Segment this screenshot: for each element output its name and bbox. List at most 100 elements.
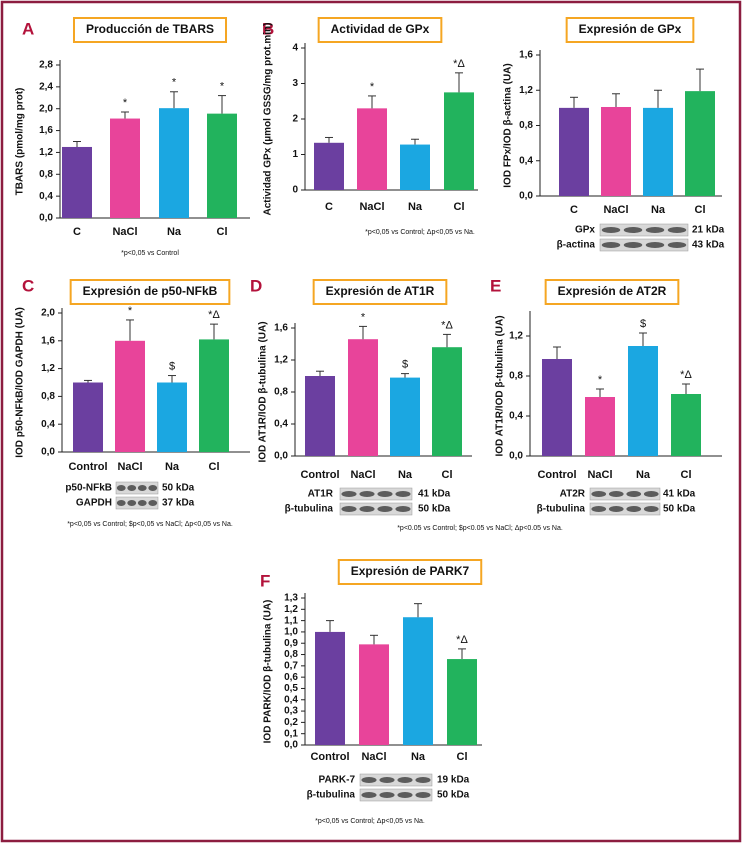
blot-kda: 41 kDa (663, 489, 696, 500)
y-tick-label: 0 (292, 185, 298, 196)
title-box (337, 559, 483, 585)
blot-band (415, 792, 431, 798)
x-tick-label: Control (68, 461, 107, 473)
blot-band (623, 242, 643, 248)
blot-strip (599, 238, 689, 252)
panel-letter: C (22, 276, 34, 295)
x-tick-label: C (73, 226, 81, 238)
blot-band (379, 792, 395, 798)
annotation: *Δ (441, 319, 453, 331)
bar (62, 146, 92, 218)
blot-kda: 21 kDa (692, 225, 725, 236)
footnote: *p<0,05 vs Control; $p<0,05 vs NaCl; Δp<… (67, 521, 233, 528)
bar (315, 631, 345, 745)
bar (432, 347, 462, 456)
y-tick-label: 0,4 (284, 694, 298, 705)
annotation: *Δ (208, 309, 220, 321)
chart-title: Expresión de AT2R (558, 284, 667, 298)
y-tick-label: 0,8 (519, 120, 533, 131)
x-tick-label: Control (537, 469, 576, 481)
x-tick-label: NaCl (361, 751, 386, 763)
annotation: * (361, 311, 366, 323)
title-box (69, 279, 231, 305)
bar (685, 91, 715, 196)
panel-letter: A (22, 19, 34, 38)
y-tick-label: 1,6 (41, 335, 55, 346)
blot-strip (589, 502, 661, 516)
blot-band (397, 777, 413, 783)
y-tick-label: 0,0 (519, 191, 533, 202)
y-tick-label: 0,0 (509, 451, 523, 462)
x-tick-label: Cl (454, 201, 465, 213)
title-box (312, 279, 448, 305)
blot-band (148, 500, 158, 506)
blot-label: AT1R (308, 489, 334, 500)
y-tick-label: 0,4 (274, 419, 288, 430)
y-axis-label: TBARS (pmol/mg prot) (15, 88, 26, 196)
footnote: *p<0,05 vs Control; Δp<0,05 vs Na. (315, 818, 425, 825)
blot-band (137, 500, 147, 506)
y-tick-label: 0,7 (284, 660, 298, 671)
y-tick-label: 0,2 (284, 717, 298, 728)
blot-kda: 43 kDa (692, 240, 725, 251)
panel-letter: E (490, 276, 501, 295)
blot-band (645, 242, 665, 248)
blot-band (608, 491, 624, 497)
bar (628, 346, 658, 456)
panel-letter: D (250, 276, 262, 295)
bar (671, 394, 701, 456)
y-tick-label: 1,2 (41, 363, 55, 374)
annotation: * (370, 81, 375, 93)
blot-band (415, 777, 431, 783)
x-tick-label: Na (411, 751, 426, 763)
annotation: * (220, 81, 225, 93)
y-tick-label: 0,8 (274, 387, 288, 398)
y-tick-label: 1,2 (509, 331, 523, 342)
y-axis-label: IOD p50-NFkB/IOD GAPDH (UA) (15, 307, 26, 458)
chart-title: Expresión de PARK7 (351, 564, 470, 578)
y-tick-label: 1,0 (284, 627, 298, 638)
blot-strip (589, 487, 661, 501)
blot-band (667, 227, 687, 233)
bar (601, 106, 631, 196)
bar (199, 339, 229, 452)
bar (390, 377, 420, 456)
blot-band (116, 485, 126, 491)
bar (157, 382, 187, 452)
x-tick-label: NaCl (112, 226, 137, 238)
y-tick-label: 0,4 (39, 191, 53, 202)
blot-band (667, 242, 687, 248)
title-box (317, 17, 443, 43)
y-tick-label: 0,0 (39, 213, 53, 224)
y-tick-label: 1,2 (39, 147, 53, 158)
chart-title: Actividad de GPx (331, 22, 430, 36)
x-tick-label: Na (165, 461, 180, 473)
blot-label: β-tubulina (537, 504, 586, 515)
blot-band (127, 500, 137, 506)
blot-band (601, 227, 621, 233)
x-tick-label: NaCl (603, 204, 628, 216)
bar (305, 376, 335, 456)
bar (73, 382, 103, 452)
y-tick-label: 0,6 (284, 672, 298, 683)
y-tick-label: 0,4 (509, 411, 523, 422)
blot-band (395, 491, 411, 497)
bar (400, 144, 430, 190)
title-box (72, 17, 228, 43)
blot-band (601, 242, 621, 248)
title-box (544, 279, 680, 305)
blot-strip (115, 481, 159, 495)
blot-band (361, 777, 377, 783)
x-tick-label: NaCl (117, 461, 142, 473)
blot-band (643, 506, 659, 512)
bar (447, 659, 477, 745)
blot-label: p50-NFkB (65, 483, 112, 494)
blot-band (626, 506, 642, 512)
blot-label: GPx (575, 225, 595, 236)
y-tick-label: 0,4 (41, 419, 55, 430)
blot-label: β-actina (557, 240, 596, 251)
blot-strip (599, 223, 689, 237)
blot-band (127, 485, 137, 491)
blot-kda: 19 kDa (437, 775, 470, 786)
